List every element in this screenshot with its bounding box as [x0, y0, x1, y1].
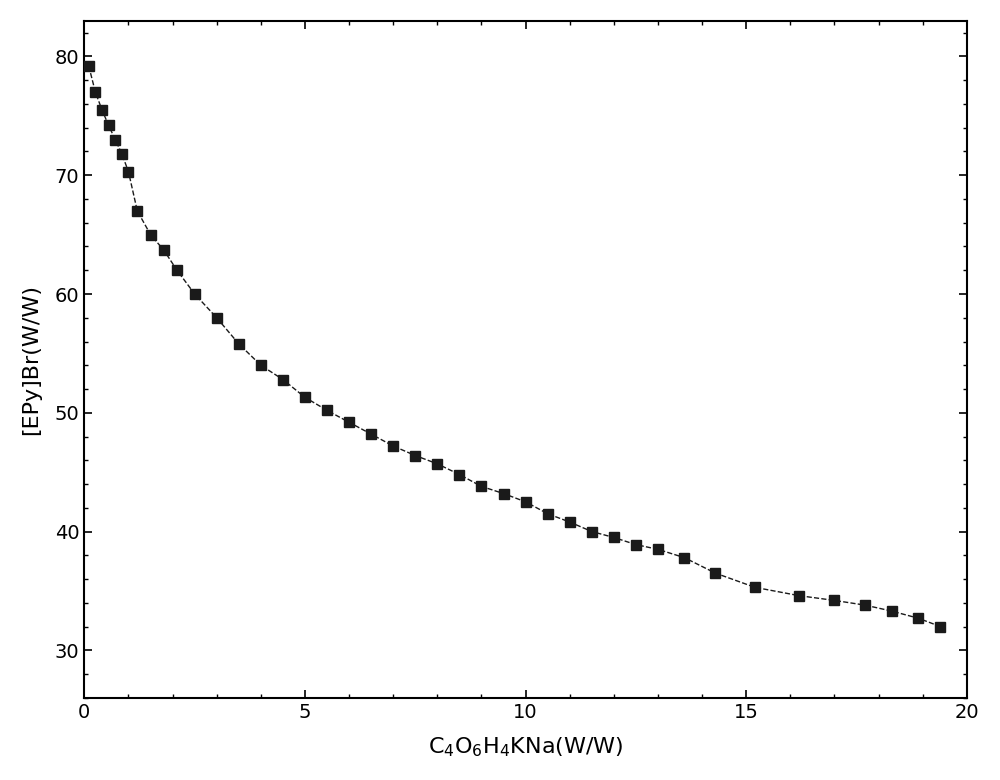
- X-axis label: C$_4$O$_6$H$_4$KNa(W/W): C$_4$O$_6$H$_4$KNa(W/W): [428, 736, 623, 759]
- Y-axis label: [EPy]Br(W/W): [EPy]Br(W/W): [21, 284, 41, 434]
